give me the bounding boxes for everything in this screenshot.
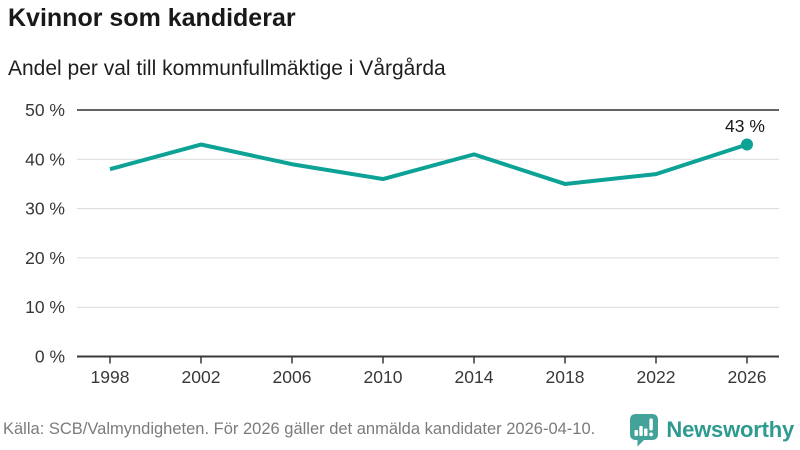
y-axis-label: 30 % [25, 199, 65, 219]
x-axis-label: 2006 [273, 367, 312, 387]
x-axis-label: 1998 [91, 367, 130, 387]
newsworthy-speech-bubble-chart-icon [630, 413, 659, 446]
x-axis-label: 2002 [182, 367, 221, 387]
footer: Källa: SCB/Valmyndigheten. För 2026 gäll… [3, 412, 794, 447]
x-axis-label: 2018 [546, 367, 585, 387]
x-axis-label: 2010 [364, 367, 403, 387]
x-axis-label: 2026 [728, 367, 767, 387]
y-axis-label: 40 % [25, 149, 65, 169]
chart-subtitle: Andel per val till kommunfullmäktige i V… [8, 57, 446, 80]
y-axis-label: 10 % [25, 297, 65, 317]
newsworthy-logo[interactable]: Newsworthy [629, 413, 794, 447]
x-axis-label: 2014 [455, 367, 494, 387]
end-point-dot [741, 138, 753, 151]
data-line [109, 142, 748, 186]
page-title: Kvinnor som kandiderar [8, 4, 296, 32]
x-axis-label: 2022 [637, 367, 676, 387]
source-note: Källa: SCB/Valmyndigheten. För 2026 gäll… [3, 420, 596, 438]
end-point-value-label: 43 % [725, 116, 765, 136]
newsworthy-wordmark: Newsworthy [666, 416, 794, 442]
y-axis-label: 20 % [25, 248, 65, 268]
y-axis-label: 50 % [25, 100, 65, 120]
y-axis-label: 0 % [35, 347, 65, 367]
